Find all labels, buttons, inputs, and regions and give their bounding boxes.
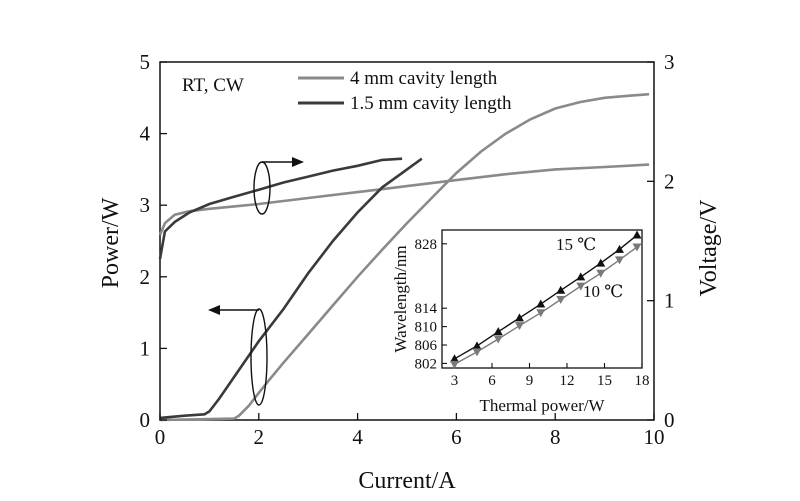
- y-axis-right-title: Voltage/V: [696, 199, 722, 297]
- x-tick-label: 6: [451, 425, 462, 449]
- y-left-tick-label: 3: [140, 193, 151, 217]
- inset-data-point: [472, 348, 482, 357]
- y-left-tick-label: 1: [140, 336, 151, 360]
- inset-y-tick-label: 802: [415, 356, 438, 372]
- inset-axis-ticks: 3 6 9 12 15 18 802 806 810 814 828: [415, 237, 650, 389]
- inset-chart: 3 6 9 12 15 18 802 806 810 814 828 15 ℃ 10 ℃ Therm…: [391, 229, 650, 415]
- axis-indicator-voltage: [253, 157, 304, 215]
- inset-data-point: [556, 295, 566, 304]
- legend-label-4mm: 4 mm cavity length: [350, 68, 498, 89]
- inset-data-point: [493, 327, 503, 336]
- y-right-tick-label: 3: [664, 50, 675, 74]
- legend: 4 mm cavity length 1.5 mm cavity length: [298, 68, 512, 114]
- series-4mm-voltage-line: [158, 163, 650, 236]
- y-right-tick-label: 2: [664, 169, 675, 193]
- inset-x-tick-label: 3: [451, 373, 459, 389]
- inset-data-point: [450, 360, 459, 369]
- inset-y-tick-label: 814: [415, 301, 438, 317]
- inset-data-point: [615, 244, 624, 253]
- x-tick-label: 10: [644, 425, 665, 449]
- x-tick-label: 0: [155, 425, 166, 449]
- inset-y-tick-label: 806: [415, 338, 438, 354]
- y-left-tick-label: 2: [140, 265, 151, 289]
- right-arrow-icon: [292, 157, 304, 167]
- inset-x-tick-label: 18: [635, 373, 650, 389]
- x-tick-label: 4: [352, 425, 363, 449]
- y-left-tick-label: 0: [140, 408, 151, 432]
- inset-data-point: [515, 313, 524, 322]
- inset-data-point: [632, 230, 642, 239]
- inset-x-tick-label: 9: [526, 373, 534, 389]
- left-arrow-icon: [208, 305, 220, 315]
- inset-data-point: [615, 256, 624, 265]
- inset-data-point: [536, 299, 546, 308]
- inset-markers: [450, 230, 642, 369]
- inset-y-tick-label: 828: [415, 237, 438, 253]
- inset-data-point: [576, 282, 586, 291]
- series-4mm-power-line: [159, 92, 650, 422]
- inset-y-axis-title: Wavelength/nm: [391, 245, 410, 352]
- x-tick-label: 8: [550, 425, 561, 449]
- inset-x-tick-label: 6: [488, 373, 496, 389]
- inset-label-15c: 15 ℃: [556, 235, 596, 254]
- power-curves-ellipse: [250, 308, 268, 406]
- inset-y-tick-label: 810: [415, 320, 438, 336]
- y-right-tick-label: 1: [664, 289, 675, 313]
- inset-data-point: [556, 285, 566, 294]
- inset-label-10c: 10 ℃: [583, 282, 623, 301]
- legend-label-1p5mm: 1.5 mm cavity length: [350, 93, 512, 114]
- inset-data-point: [493, 335, 503, 344]
- inset-series-15c-line: [454, 234, 638, 360]
- x-tick-label: 2: [254, 425, 265, 449]
- inset-x-axis-title: Thermal power/W: [479, 396, 605, 415]
- inset-x-tick-label: 15: [597, 373, 612, 389]
- inset-data-point: [536, 309, 546, 318]
- inset-data-point: [596, 269, 606, 278]
- series-1p5mm-voltage-line: [158, 157, 403, 260]
- inset-data-point: [450, 354, 459, 363]
- inset-data-point: [596, 258, 606, 267]
- y-left-tick-label: 5: [140, 50, 151, 74]
- inset-data-point: [576, 272, 586, 281]
- inset-data-point: [515, 322, 524, 331]
- inset-data-point: [472, 341, 482, 350]
- plot-frame: [159, 61, 655, 421]
- x-axis-title: Current/A: [358, 468, 456, 494]
- inset-x-tick-label: 12: [560, 373, 575, 389]
- inset-series-10c-line: [454, 246, 638, 365]
- y-axis-left-title: Power/W: [98, 197, 124, 288]
- condition-annotation: RT, CW: [182, 75, 244, 96]
- inset-data-point: [632, 243, 642, 252]
- y-right-tick-label: 0: [664, 408, 675, 432]
- axis-indicator-power: [208, 305, 268, 406]
- series-1p5mm-power-line: [159, 157, 423, 420]
- y-left-tick-label: 4: [140, 122, 151, 146]
